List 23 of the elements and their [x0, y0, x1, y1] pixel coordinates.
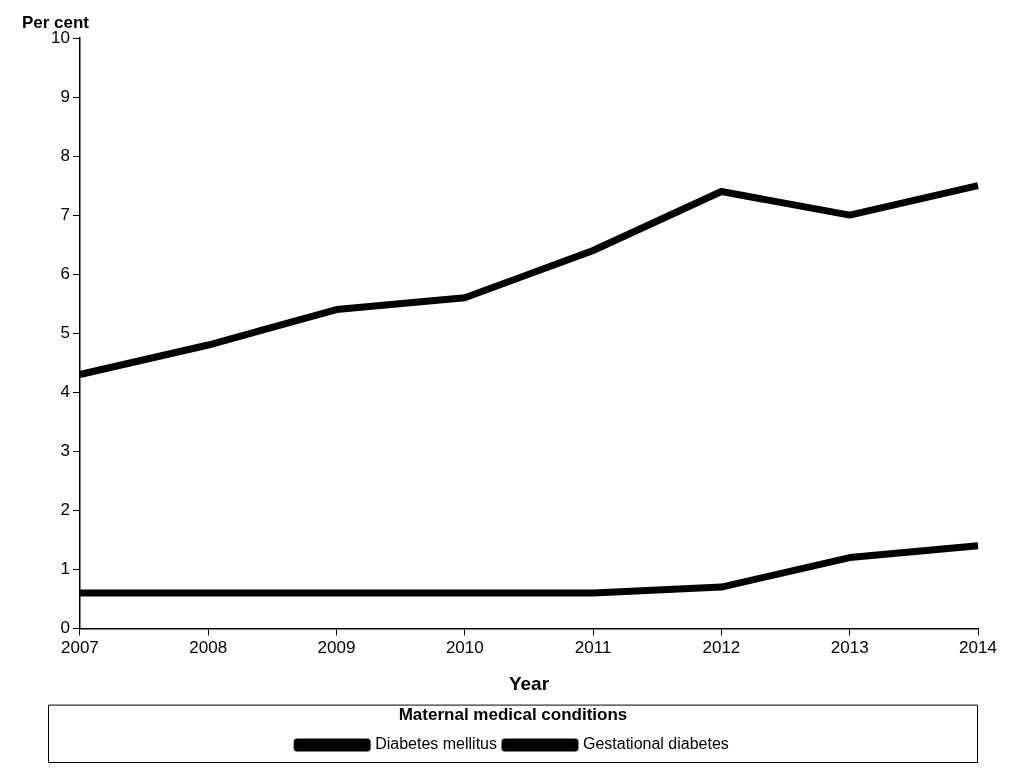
legend-title: Maternal medical conditions [398, 704, 628, 724]
x-tick-label: 2010 [445, 638, 484, 658]
y-tick-label: 1 [60, 559, 70, 579]
y-tick-label: 4 [60, 381, 70, 401]
x-tick-label: 2014 [959, 638, 997, 658]
y-tick-label: 7 [60, 204, 70, 224]
y-tick-label: 0 [60, 618, 70, 638]
x-tick-label: 2007 [61, 638, 99, 658]
x-tick-label: 2013 [830, 638, 869, 658]
y-tick-label: 6 [60, 263, 70, 283]
x-tick-label: 2011 [574, 638, 612, 658]
x-tick-label: 2008 [189, 638, 228, 658]
y-tick-label: 5 [60, 322, 70, 342]
y-tick-label: 10 [50, 27, 70, 47]
y-tick-label: 8 [60, 145, 70, 165]
legend-label: Diabetes mellitus [375, 735, 497, 753]
y-tick-label: 2 [60, 500, 70, 520]
legend-label: Gestational diabetes [582, 735, 729, 753]
x-axis-title: Year [508, 673, 550, 695]
y-tick-label: 3 [60, 440, 70, 460]
x-tick-label: 2009 [317, 638, 356, 658]
x-tick-label: 2012 [702, 638, 741, 658]
y-tick-label: 9 [60, 86, 70, 106]
